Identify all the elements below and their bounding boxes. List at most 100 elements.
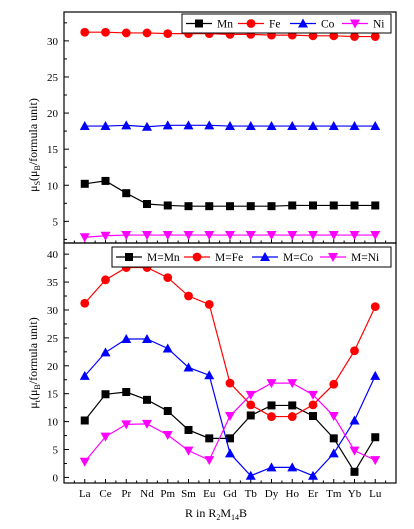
data-point (142, 121, 152, 131)
legend: M=Mn M=Fe M=Co M=Ni (111, 246, 392, 268)
y-tick-label: 10 (47, 180, 59, 192)
data-point (163, 201, 172, 210)
data-point (329, 379, 339, 389)
y-tick-label: 20 (47, 361, 59, 373)
data-point (204, 456, 215, 466)
data-point (370, 302, 380, 312)
data-point (266, 462, 277, 472)
data-point (101, 275, 110, 285)
data-point (287, 412, 297, 421)
data-point (309, 201, 317, 210)
data-point (184, 291, 193, 301)
legend-label: Ni (373, 19, 385, 31)
y-tick-label: 30 (47, 305, 59, 317)
x-tick-label: La (79, 488, 91, 500)
x-tick-label: Pm (160, 488, 175, 500)
series-Co (79, 120, 381, 131)
data-point (100, 121, 111, 131)
data-point (288, 401, 297, 410)
data-point (328, 412, 339, 422)
data-point (162, 431, 173, 440)
series-Ni (79, 231, 381, 243)
legend-entry: Co (290, 18, 335, 31)
data-point (122, 189, 131, 198)
data-point (246, 400, 256, 410)
data-point (225, 121, 235, 131)
legend-label: Co (321, 19, 335, 31)
data-point (183, 120, 194, 130)
data-point (349, 121, 360, 131)
data-point (122, 388, 131, 397)
data-point (142, 231, 152, 241)
data-point (288, 201, 297, 210)
legend-entry: Ni (342, 19, 385, 31)
data-point (349, 231, 360, 241)
data-point (328, 231, 339, 241)
legend-marker (195, 19, 203, 28)
data-point (245, 390, 256, 400)
data-point (162, 120, 173, 130)
data-point (80, 298, 90, 308)
data-point (371, 201, 380, 210)
data-point (370, 32, 380, 41)
data-point (329, 201, 338, 210)
y-tick-label: 35 (47, 277, 59, 289)
data-point (143, 395, 151, 404)
data-point (184, 425, 193, 434)
data-point (370, 231, 381, 241)
legend-marker (246, 19, 256, 28)
data-point (245, 231, 256, 241)
data-point (349, 415, 360, 425)
data-point (121, 231, 132, 241)
legend-entry: M=Ni (320, 252, 379, 264)
top-y-axis-label: μS(μB/formula unit) (26, 98, 42, 192)
y-tick-label: 40 (47, 249, 59, 261)
data-point (350, 467, 359, 476)
x-tick-label: Tm (326, 488, 342, 500)
data-point (80, 179, 89, 188)
x-tick-label: Yb (348, 488, 362, 500)
data-point (162, 343, 173, 353)
data-point (163, 273, 173, 283)
data-point (246, 202, 255, 211)
data-point (121, 334, 132, 343)
data-point (121, 420, 132, 430)
data-point (308, 400, 318, 410)
y-tick-label: 25 (47, 333, 59, 345)
data-point (329, 434, 338, 443)
data-point (308, 31, 318, 41)
x-axis-label: R in R2M14B (185, 506, 247, 522)
y-tick-label: 25 (47, 72, 59, 84)
data-point (287, 379, 298, 389)
data-point (370, 456, 381, 466)
x-tick-label: Er (308, 488, 319, 500)
data-point (225, 448, 235, 458)
legend-marker (192, 252, 202, 262)
data-point (245, 470, 256, 480)
data-point (204, 299, 214, 309)
data-point (142, 334, 152, 343)
data-point (183, 231, 194, 241)
y-tick-label: 0 (53, 472, 59, 484)
data-point (308, 231, 318, 241)
data-point (100, 432, 111, 442)
series-Mn (80, 176, 380, 211)
data-point (349, 446, 360, 456)
x-tick-label: Nd (140, 488, 154, 500)
data-point (225, 231, 235, 241)
data-point (121, 28, 131, 38)
x-tick-label: Sm (181, 488, 196, 500)
data-point (287, 462, 298, 472)
x-tick-label: Eu (203, 488, 216, 500)
data-point (226, 202, 234, 211)
data-point (163, 407, 172, 415)
legend-label: M=Mn (147, 252, 180, 264)
data-point (80, 27, 90, 37)
series-line (84, 391, 376, 473)
data-point (184, 202, 193, 211)
x-tick-label: Ce (99, 488, 111, 500)
legend-label: M=Ni (351, 252, 379, 264)
data-point (328, 121, 339, 131)
top-panel: 5 10 15 20 25 30 Mn Fe Co Ni (47, 11, 397, 244)
